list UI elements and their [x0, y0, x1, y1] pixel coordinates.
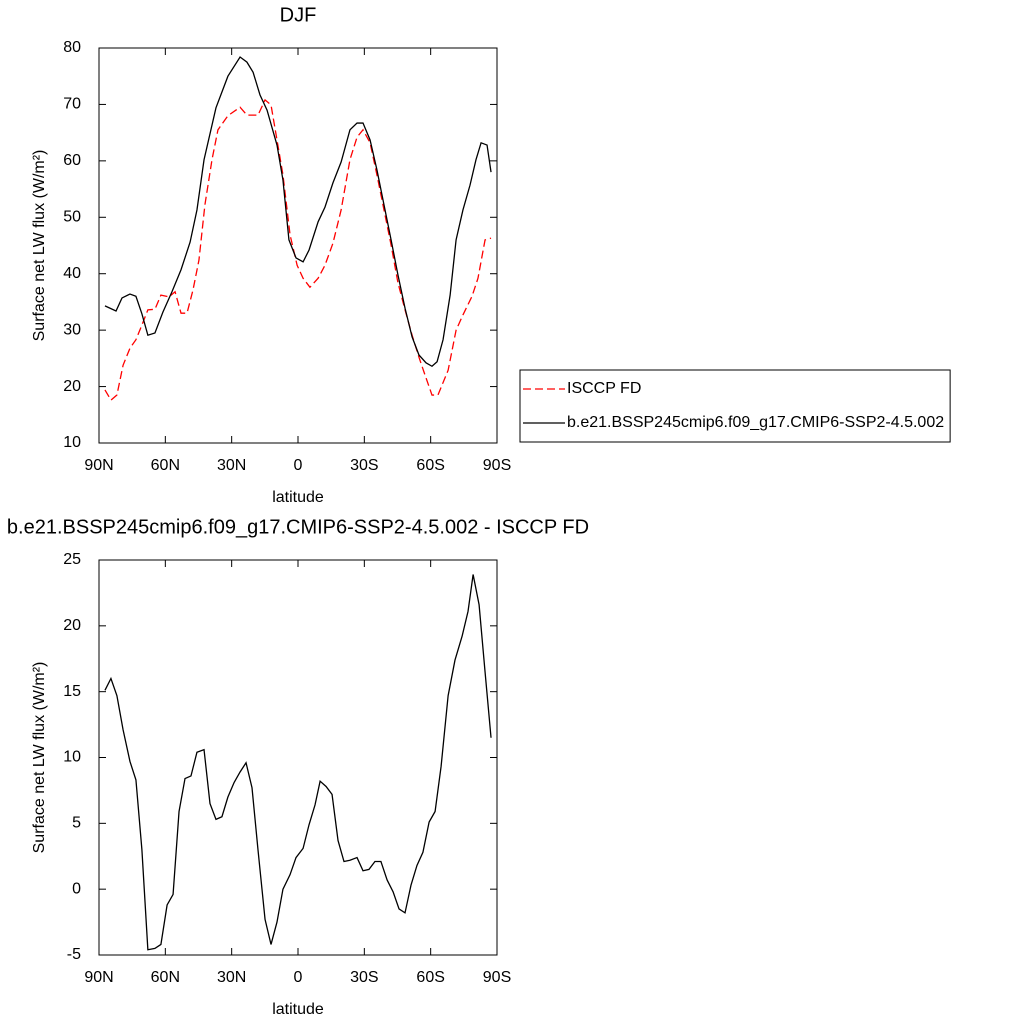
- x-tick-label: 60N: [151, 457, 180, 474]
- y-tick-label: 10: [63, 749, 81, 766]
- y-tick-label: 0: [72, 880, 81, 897]
- x-tick-label: 30N: [217, 969, 246, 986]
- y-tick-label: 20: [63, 617, 81, 634]
- y-tick-label: 10: [63, 434, 81, 451]
- x-tick-label: 60S: [416, 969, 444, 986]
- x-tick-label: 90N: [84, 457, 113, 474]
- x-tick-label: 60S: [416, 457, 444, 474]
- x-axis-label: latitude: [272, 489, 324, 506]
- y-axis-label: Surface net LW flux (W/m²): [31, 150, 48, 342]
- data-line: [104, 574, 492, 951]
- y-tick-label: 15: [63, 683, 81, 700]
- y-tick-label: 60: [63, 152, 81, 169]
- y-tick-label: 40: [63, 265, 81, 282]
- x-tick-label: 90N: [84, 969, 113, 986]
- x-tick-label: 30S: [350, 969, 378, 986]
- chart-title: b.e21.BSSP245cmip6.f09_g17.CMIP6-SSP2-4.…: [7, 516, 589, 538]
- y-tick-label: 50: [63, 209, 81, 226]
- legend-label: b.e21.BSSP245cmip6.f09_g17.CMIP6-SSP2-4.…: [567, 414, 944, 431]
- y-tick-label: -5: [67, 946, 81, 963]
- y-tick-label: 5: [72, 815, 81, 832]
- x-tick-label: 0: [294, 457, 303, 474]
- chart-title: DJF: [280, 4, 317, 26]
- x-tick-label: 90S: [483, 457, 511, 474]
- x-tick-label: 30N: [217, 457, 246, 474]
- plot-frame: [98, 559, 498, 956]
- x-tick-label: 90S: [483, 969, 511, 986]
- x-tick-label: 30S: [350, 457, 378, 474]
- x-tick-label: 0: [294, 969, 303, 986]
- x-tick-label: 60N: [151, 969, 180, 986]
- y-tick-label: 25: [63, 551, 81, 568]
- x-axis-label: latitude: [272, 1001, 324, 1018]
- plot-frame: [98, 47, 498, 444]
- y-tick-label: 20: [63, 378, 81, 395]
- legend-label: ISCCP FD: [567, 380, 641, 397]
- legend-box: [519, 369, 951, 443]
- y-tick-label: 70: [63, 96, 81, 113]
- y-tick-label: 80: [63, 39, 81, 56]
- y-axis-label: Surface net LW flux (W/m²): [31, 662, 48, 854]
- y-tick-label: 30: [63, 321, 81, 338]
- data-line: [104, 56, 492, 368]
- data-line: [104, 98, 492, 402]
